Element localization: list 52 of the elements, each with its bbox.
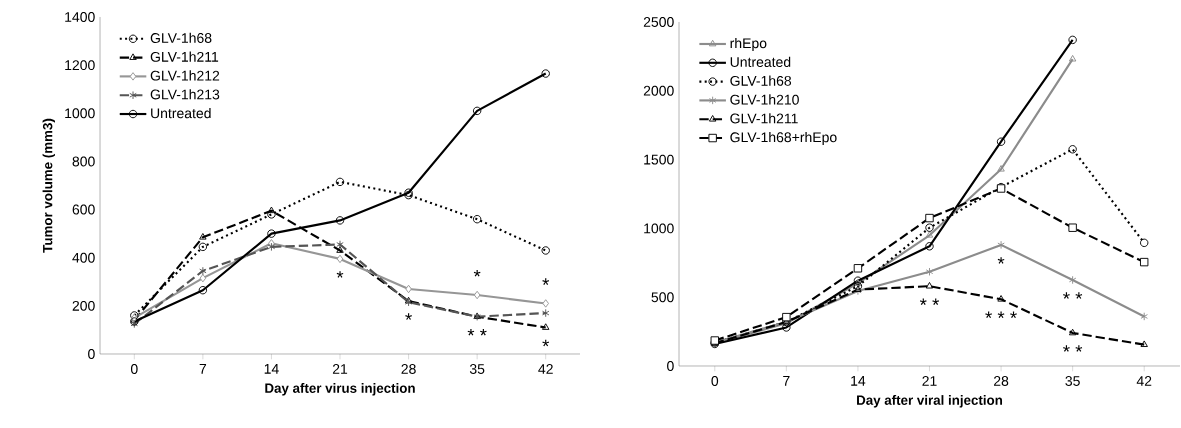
x-axis-title: Day after viral injection [857, 395, 1003, 408]
annotation: * [336, 271, 344, 278]
legend-label: GLV-1h68+rhEpo [730, 131, 837, 146]
y-tick-label: 1200 [65, 60, 95, 71]
legend-label: GLV-1h212 [150, 70, 220, 81]
annotation: * [405, 313, 412, 320]
y-tick-label: 500 [651, 292, 674, 303]
y-tick-label: 800 [72, 156, 95, 167]
annotation: * [542, 339, 550, 347]
y-tick-label: 1400 [65, 12, 95, 22]
y-tick-label: 400 [72, 252, 95, 263]
y-tick-label: 200 [72, 300, 95, 311]
legend-label: GLV-1h211 [730, 113, 798, 124]
x-tick-label: 0 [130, 364, 138, 374]
x-tick-label: 14 [264, 364, 279, 374]
legend-label: GLV-1h211 [150, 51, 219, 62]
y-tick-label: 1500 [644, 154, 674, 165]
annotation: * [542, 278, 550, 285]
annotation: * * [1063, 345, 1083, 352]
annotation: * * [919, 298, 940, 305]
legend-label: GLV-1h68 [150, 32, 212, 43]
legend-label: Untreated [730, 56, 791, 68]
x-tick-label: 28 [401, 364, 416, 374]
annotation: * * [1063, 292, 1083, 299]
y-tick-label: 2000 [643, 85, 674, 96]
x-tick-label: 35 [1065, 376, 1080, 386]
legend-label: GLV-1h210 [730, 94, 799, 105]
x-tick-label: 21 [922, 376, 937, 386]
x-tick-label: 7 [783, 376, 790, 386]
legend-label: rhEpo [730, 37, 767, 51]
legend-label: GLV-1h213 [150, 89, 220, 100]
annotation: * [473, 269, 481, 277]
y-tick-label: 1000 [644, 223, 674, 234]
x-tick-label: 28 [993, 376, 1009, 386]
annotation: * * [467, 328, 487, 336]
annotation: * [997, 257, 1005, 264]
x-tick-label: 7 [199, 364, 207, 374]
y-tick-label: 2500 [643, 17, 674, 27]
legend-label: Untreated [151, 107, 211, 119]
legend-label: GLV-1h68 [730, 75, 792, 86]
y-tick-label: 600 [72, 204, 95, 215]
x-tick-label: 0 [711, 376, 719, 386]
y-tick-label: 0 [88, 349, 95, 359]
x-tick-label: 42 [538, 364, 553, 374]
y-axis-title: Tumor volume (mm3) [42, 118, 55, 253]
y-tick-label: 1000 [65, 108, 95, 119]
x-axis-title: Day after virus injection [265, 383, 415, 396]
x-tick-label: 14 [851, 376, 866, 386]
x-tick-label: 42 [1136, 376, 1152, 386]
x-tick-label: 21 [332, 364, 348, 374]
x-tick-label: 35 [469, 364, 485, 374]
annotation: * * * [985, 311, 1017, 319]
